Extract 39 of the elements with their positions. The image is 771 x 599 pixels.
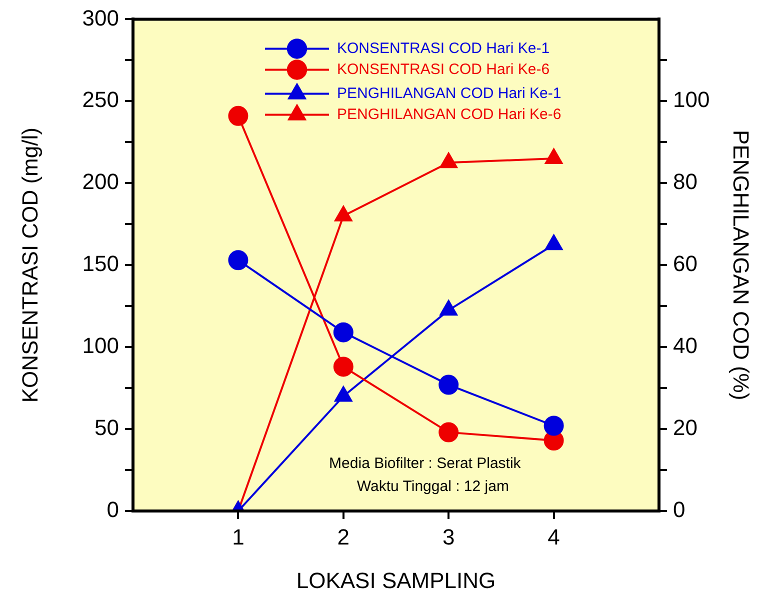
x-tick-label: 3 bbox=[442, 524, 455, 550]
point bbox=[544, 416, 564, 436]
annotation: Waktu Tinggal : 12 jam bbox=[356, 478, 509, 496]
annotation: Media Biofilter : Serat Plastik bbox=[329, 455, 522, 472]
point bbox=[438, 422, 459, 442]
y-tick-label: 100 bbox=[82, 333, 119, 358]
x-tick-label: 4 bbox=[548, 524, 560, 550]
y2-tick-label: 40 bbox=[673, 333, 698, 358]
y-axis-title: KONSENTRASI COD (mg/l) bbox=[17, 128, 42, 403]
point bbox=[333, 356, 354, 377]
point bbox=[438, 374, 459, 395]
y-tick-label: 300 bbox=[82, 5, 119, 30]
y2-axis-title: PENGHILANGAN COD (%) bbox=[728, 130, 754, 400]
point bbox=[440, 152, 458, 168]
y2-tick-label: 20 bbox=[673, 415, 698, 440]
point bbox=[334, 386, 352, 402]
legend-label: KONSENTRASI COD Hari Ke-6 bbox=[337, 60, 550, 78]
point bbox=[334, 206, 352, 222]
point bbox=[333, 322, 354, 342]
point bbox=[228, 106, 248, 126]
point bbox=[228, 250, 248, 270]
legend-label: PENGHILANGAN COD Hari Ke-6 bbox=[337, 106, 562, 123]
x-axis-title: LOKASI SAMPLING bbox=[296, 568, 496, 593]
legend-label: KONSENTRASI COD Hari Ke-1 bbox=[337, 40, 550, 57]
y-tick-label: 150 bbox=[82, 251, 119, 276]
x-tick-label: 2 bbox=[337, 524, 350, 550]
y-tick-label: 0 bbox=[106, 497, 119, 522]
y2-tick-label: 60 bbox=[673, 251, 698, 276]
y2-tick-label: 0 bbox=[673, 497, 686, 522]
legend-label: PENGHILANGAN COD Hari Ke-1 bbox=[337, 84, 562, 102]
y-tick-label: 250 bbox=[82, 87, 119, 112]
y2-tick-label: 80 bbox=[673, 169, 698, 194]
y-tick-label: 50 bbox=[94, 415, 119, 440]
point bbox=[440, 300, 458, 316]
y2-tick-label: 100 bbox=[673, 87, 710, 112]
y-tick-label: 200 bbox=[82, 169, 119, 194]
x-tick-label: 1 bbox=[232, 524, 244, 550]
point bbox=[545, 234, 563, 250]
point bbox=[545, 148, 563, 164]
